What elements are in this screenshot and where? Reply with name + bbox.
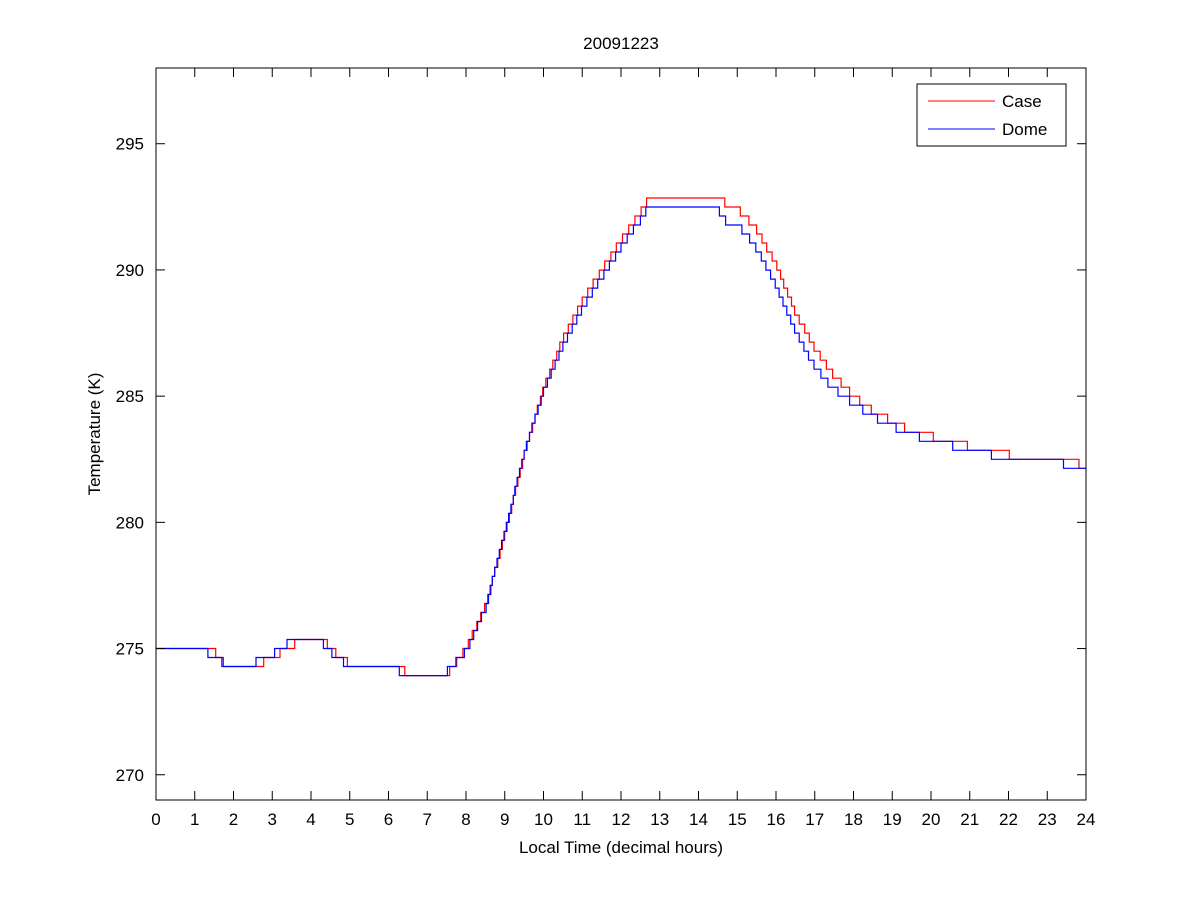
x-tick-label: 13 xyxy=(650,810,669,829)
legend-box xyxy=(916,83,1067,147)
series-layer xyxy=(156,197,1086,677)
x-tick-label: 1 xyxy=(190,810,199,829)
x-tick-label: 17 xyxy=(805,810,824,829)
y-tick-label: 270 xyxy=(116,766,144,785)
x-tick-label: 24 xyxy=(1077,810,1096,829)
x-tick-label: 8 xyxy=(461,810,470,829)
x-tick-label: 7 xyxy=(423,810,432,829)
legend-label-case: Case xyxy=(1002,92,1042,111)
chart-title: 20091223 xyxy=(583,34,659,53)
x-tick-label: 6 xyxy=(384,810,393,829)
x-tick-label: 2 xyxy=(229,810,238,829)
x-tick-label: 16 xyxy=(767,810,786,829)
x-tick-label: 4 xyxy=(306,810,315,829)
x-tick-label: 14 xyxy=(689,810,708,829)
x-tick-label: 12 xyxy=(612,810,631,829)
axis-ticks: 0 1 2 3 4 5 6 7 8 9 10 11 12 13 14 15 16 17 18 19 20 21 22 23 24… xyxy=(116,68,1096,829)
x-tick-label: 5 xyxy=(345,810,354,829)
y-tick-label: 285 xyxy=(116,387,144,406)
y-tick-label: 275 xyxy=(116,640,144,659)
series-line-dome xyxy=(156,206,1086,677)
y-axis-label: Temperature (K) xyxy=(85,373,104,496)
x-tick-label: 10 xyxy=(534,810,553,829)
x-tick-label: 21 xyxy=(960,810,979,829)
x-axis-label: Local Time (decimal hours) xyxy=(519,838,723,857)
y-tick-label: 295 xyxy=(116,135,144,154)
x-tick-label: 11 xyxy=(573,810,591,829)
x-tick-label: 0 xyxy=(151,810,160,829)
x-tick-label: 9 xyxy=(500,810,509,829)
x-tick-label: 19 xyxy=(883,810,902,829)
x-tick-label: 23 xyxy=(1038,810,1057,829)
x-tick-label: 20 xyxy=(922,810,941,829)
x-tick-label: 22 xyxy=(999,810,1018,829)
y-tick-label: 280 xyxy=(116,513,144,532)
legend-label-dome: Dome xyxy=(1002,120,1047,139)
legend: Case Dome xyxy=(916,83,1067,147)
x-tick-label: 15 xyxy=(728,810,747,829)
x-tick-label: 18 xyxy=(844,810,863,829)
y-tick-label: 290 xyxy=(116,261,144,280)
x-tick-label: 3 xyxy=(268,810,277,829)
plot-area xyxy=(156,68,1086,800)
